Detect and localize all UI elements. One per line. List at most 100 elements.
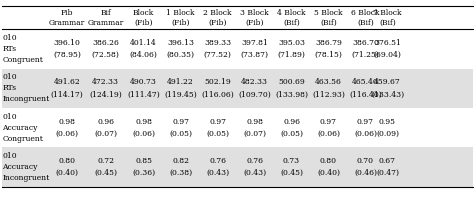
Text: (0.06): (0.06) xyxy=(354,130,377,138)
Text: (0.07): (0.07) xyxy=(94,130,117,138)
Text: Bif
Grammar: Bif Grammar xyxy=(88,9,124,27)
Text: 491.22: 491.22 xyxy=(167,78,194,86)
Text: RTs: RTs xyxy=(2,45,17,53)
Text: 7 Block
(Bif): 7 Block (Bif) xyxy=(373,9,402,27)
Text: (114.17): (114.17) xyxy=(50,90,83,98)
Bar xyxy=(2,147,473,187)
Text: 0.97: 0.97 xyxy=(172,118,189,126)
Text: (0.40): (0.40) xyxy=(317,169,340,177)
Text: 0.80: 0.80 xyxy=(320,157,337,165)
Text: 465.40: 465.40 xyxy=(352,78,379,86)
Text: 0.85: 0.85 xyxy=(135,157,152,165)
Text: (84.06): (84.06) xyxy=(130,51,157,59)
Text: (77.52): (77.52) xyxy=(204,51,231,59)
Text: 500.69: 500.69 xyxy=(278,78,305,86)
Text: 0.97: 0.97 xyxy=(209,118,226,126)
Text: 0.96: 0.96 xyxy=(97,118,114,126)
Text: 010: 010 xyxy=(2,34,17,42)
Text: 5 Block
(Bif): 5 Block (Bif) xyxy=(314,9,343,27)
Text: (0.05): (0.05) xyxy=(206,130,229,138)
Text: (73.87): (73.87) xyxy=(240,51,269,59)
Text: 0.82: 0.82 xyxy=(172,157,189,165)
Text: (0.38): (0.38) xyxy=(169,169,192,177)
Text: (80.35): (80.35) xyxy=(166,51,195,59)
Text: 396.10: 396.10 xyxy=(54,39,80,47)
Text: (0.05): (0.05) xyxy=(169,130,192,138)
Text: (0.45): (0.45) xyxy=(280,169,303,177)
Text: 4 Block
(Bif): 4 Block (Bif) xyxy=(277,9,306,27)
Text: (71.25): (71.25) xyxy=(352,51,379,59)
Text: 389.33: 389.33 xyxy=(204,39,231,47)
Text: (111.47): (111.47) xyxy=(127,90,160,98)
Text: (71.89): (71.89) xyxy=(278,51,305,59)
Text: 6 Block
(Bif): 6 Block (Bif) xyxy=(351,9,380,27)
Text: 0.67: 0.67 xyxy=(379,157,396,165)
Text: (0.06): (0.06) xyxy=(55,130,78,138)
Text: 0.98: 0.98 xyxy=(135,118,152,126)
Text: 0.98: 0.98 xyxy=(58,118,75,126)
Text: 482.33: 482.33 xyxy=(241,78,268,86)
Text: 010: 010 xyxy=(2,73,17,81)
Text: 502.19: 502.19 xyxy=(204,78,231,86)
Text: Congruent: Congruent xyxy=(2,135,43,143)
Text: 0.97: 0.97 xyxy=(357,118,374,126)
Bar xyxy=(2,69,473,108)
Text: 0.76: 0.76 xyxy=(246,157,263,165)
Text: Accuracy: Accuracy xyxy=(2,163,38,171)
Text: (69.04): (69.04) xyxy=(374,51,401,59)
Text: 0.72: 0.72 xyxy=(97,157,114,165)
Text: 0.98: 0.98 xyxy=(246,118,263,126)
Text: 1 Block
(Fib): 1 Block (Fib) xyxy=(166,9,195,27)
Text: (0.43): (0.43) xyxy=(206,169,229,177)
Text: (116.40): (116.40) xyxy=(349,90,382,98)
Text: (133.98): (133.98) xyxy=(275,90,308,98)
Text: (124.19): (124.19) xyxy=(89,90,122,98)
Text: 0.80: 0.80 xyxy=(58,157,75,165)
Text: Incongruent: Incongruent xyxy=(2,96,50,103)
Text: 396.13: 396.13 xyxy=(167,39,194,47)
Text: 2 Block
(Fib): 2 Block (Fib) xyxy=(203,9,232,27)
Text: 386.26: 386.26 xyxy=(92,39,119,47)
Text: Fib
Grammar: Fib Grammar xyxy=(49,9,85,27)
Text: 376.51: 376.51 xyxy=(374,39,401,47)
Text: 0.97: 0.97 xyxy=(320,118,337,126)
Text: Accuracy: Accuracy xyxy=(2,124,38,132)
Text: (0.45): (0.45) xyxy=(94,169,117,177)
Text: (0.43): (0.43) xyxy=(243,169,266,177)
Text: (0.05): (0.05) xyxy=(280,130,303,138)
Text: (119.45): (119.45) xyxy=(164,90,197,98)
Text: 0.76: 0.76 xyxy=(209,157,226,165)
Text: 463.56: 463.56 xyxy=(315,78,342,86)
Text: Block
(Fib): Block (Fib) xyxy=(133,9,154,27)
Text: (0.07): (0.07) xyxy=(243,130,266,138)
Text: 0.95: 0.95 xyxy=(379,118,396,126)
Text: 491.62: 491.62 xyxy=(54,78,80,86)
Text: 0.73: 0.73 xyxy=(283,157,300,165)
Text: 010: 010 xyxy=(2,152,17,160)
Text: (0.06): (0.06) xyxy=(317,130,340,138)
Text: 386.79: 386.79 xyxy=(315,39,342,47)
Text: (78.15): (78.15) xyxy=(315,51,342,59)
Text: 0.70: 0.70 xyxy=(357,157,374,165)
Text: Incongruent: Incongruent xyxy=(2,174,50,182)
Text: (78.95): (78.95) xyxy=(53,51,81,59)
Text: 397.81: 397.81 xyxy=(241,39,268,47)
Text: 395.03: 395.03 xyxy=(278,39,305,47)
Text: (116.06): (116.06) xyxy=(201,90,234,98)
Text: (0.36): (0.36) xyxy=(132,169,155,177)
Text: (112.93): (112.93) xyxy=(312,90,345,98)
Text: 472.33: 472.33 xyxy=(92,78,119,86)
Text: (0.09): (0.09) xyxy=(376,130,399,138)
Text: 010: 010 xyxy=(2,113,17,121)
Text: (0.47): (0.47) xyxy=(376,169,399,177)
Text: (133.43): (133.43) xyxy=(371,90,404,98)
Text: (109.70): (109.70) xyxy=(238,90,271,98)
Text: 459.67: 459.67 xyxy=(374,78,401,86)
Text: (0.06): (0.06) xyxy=(132,130,155,138)
Text: 3 Block
(Fib): 3 Block (Fib) xyxy=(240,9,269,27)
Text: 490.73: 490.73 xyxy=(130,78,157,86)
Text: (72.58): (72.58) xyxy=(92,51,119,59)
Text: 401.14: 401.14 xyxy=(130,39,157,47)
Text: Congruent: Congruent xyxy=(2,56,43,64)
Text: RTs: RTs xyxy=(2,84,17,92)
